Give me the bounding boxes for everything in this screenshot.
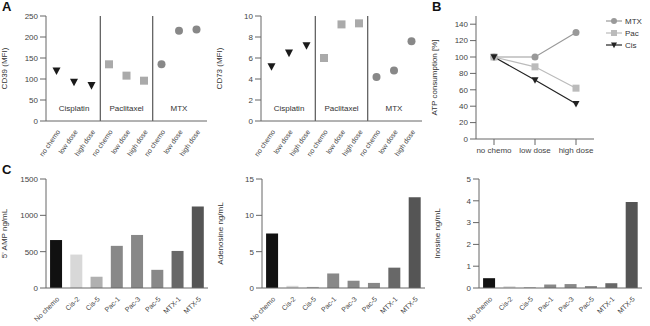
html-text:C: C [2,162,12,177]
svg-text:MTX-1: MTX-1 [379,295,399,315]
svg-text:no chemo: no chemo [358,128,381,157]
svg-text:no chemo: no chemo [253,128,276,157]
html-text:Pac: Pac [625,28,639,38]
svg-text:50: 50 [29,96,38,105]
svg-text:Cis-2: Cis-2 [497,295,514,312]
svg-text:low dose: low dose [162,128,184,156]
svg-text:0: 0 [464,135,469,144]
html-text:A: A [2,0,12,14]
svg-text:MTX: MTX [386,104,404,113]
svg-text:Cis-2: Cis-2 [64,295,81,312]
svg-text:low dose: low dose [324,128,347,156]
svg-text:Pac-3: Pac-3 [557,295,575,313]
svg-text:ATP consumption [%]: ATP consumption [%] [430,39,439,115]
html-text:B: B [432,0,442,14]
svg-text:0: 0 [249,117,254,126]
svg-text:high dose: high dose [288,128,312,158]
svg-text:Pac-5: Pac-5 [577,295,595,313]
svg-text:0: 0 [34,117,39,126]
svg-text:200: 200 [25,33,39,42]
svg-text:150: 150 [25,54,39,63]
svg-text:2: 2 [467,240,472,249]
svg-text:10: 10 [245,211,254,220]
svg-text:Pac-3: Pac-3 [123,295,141,313]
svg-text:Paclitaxel: Paclitaxel [109,104,143,113]
svg-text:No chemo: No chemo [249,295,277,323]
svg-text:no chemo: no chemo [91,128,114,157]
svg-text:1500: 1500 [20,175,38,184]
svg-text:no chemo: no chemo [306,128,329,157]
svg-text:MTX-5: MTX-5 [182,295,202,315]
svg-text:80: 80 [459,69,468,78]
svg-text:Pac-3: Pac-3 [340,295,358,313]
svg-text:4: 4 [467,197,472,206]
svg-text:100: 100 [25,75,39,84]
svg-text:0: 0 [34,284,39,293]
svg-text:4: 4 [249,75,254,84]
svg-text:Cis-5: Cis-5 [518,295,535,312]
svg-text:MTX-1: MTX-1 [162,295,182,315]
svg-text:MTX: MTX [171,104,189,113]
svg-text:0: 0 [250,284,255,293]
svg-text:high dose: high dose [393,128,417,158]
svg-text:low dose: low dose [272,128,294,156]
svg-text:high dose: high dose [73,128,97,158]
svg-text:low dose: low dose [377,128,399,156]
svg-text:Pac-5: Pac-5 [144,295,162,313]
svg-text:Pac-1: Pac-1 [320,295,338,313]
svg-text:Pac-5: Pac-5 [360,295,378,313]
svg-text:CD73 (MFI): CD73 (MFI) [215,47,224,89]
svg-text:5: 5 [250,248,255,257]
svg-text:Inosine ng/mL: Inosine ng/mL [433,208,442,259]
svg-text:Cis-5: Cis-5 [301,295,318,312]
svg-text:Pac-1: Pac-1 [537,295,555,313]
svg-text:Pac-1: Pac-1 [103,295,121,313]
svg-text:no chemo: no chemo [38,128,61,157]
svg-text:0: 0 [467,284,472,293]
svg-text:low dose: low dose [57,128,79,156]
svg-text:2: 2 [249,96,254,105]
svg-text:140: 140 [455,20,469,29]
html-text:Cis: Cis [625,40,637,50]
svg-text:CD39 (MFI): CD39 (MFI) [8,47,9,89]
svg-text:Cis-5: Cis-5 [84,295,101,312]
svg-text:6: 6 [249,54,254,63]
svg-text:500: 500 [25,248,39,257]
svg-text:60: 60 [459,86,468,95]
svg-text:low dose: low dose [519,146,551,155]
svg-text:15: 15 [245,175,254,184]
svg-text:MTX-5: MTX-5 [616,295,636,315]
svg-text:no chemo: no chemo [476,146,512,155]
svg-text:1: 1 [467,262,472,271]
svg-text:40: 40 [459,102,468,111]
svg-text:high dose: high dose [178,128,202,158]
svg-text:high dose: high dose [340,128,364,158]
html-text:MTX: MTX [625,16,642,26]
svg-text:No chemo: No chemo [466,295,494,323]
svg-text:no chemo: no chemo [143,128,166,157]
svg-text:Adenosine ng/mL: Adenosine ng/mL [216,202,225,265]
svg-text:high dose: high dose [559,146,594,155]
svg-text:Cisplatin: Cisplatin [59,104,90,113]
svg-text:1000: 1000 [20,211,38,220]
svg-text:100: 100 [455,53,469,62]
svg-text:MTX-1: MTX-1 [596,295,616,315]
svg-text:MTX-5: MTX-5 [399,295,419,315]
svg-text:3: 3 [467,218,472,227]
svg-text:120: 120 [455,36,469,45]
svg-text:No chemo: No chemo [33,295,61,323]
svg-text:low dose: low dose [109,128,132,156]
svg-text:20: 20 [459,118,468,127]
svg-text:high dose: high dose [125,128,149,158]
svg-text:250: 250 [25,12,39,21]
svg-text:10: 10 [244,12,253,21]
svg-text:8: 8 [249,33,254,42]
svg-text:Paclitaxel: Paclitaxel [324,104,358,113]
svg-text:5: 5 [467,175,472,184]
svg-text:Cisplatin: Cisplatin [274,104,305,113]
svg-text:Cis-2: Cis-2 [280,295,297,312]
svg-text:5' AMP ng/mL: 5' AMP ng/mL [8,208,9,258]
